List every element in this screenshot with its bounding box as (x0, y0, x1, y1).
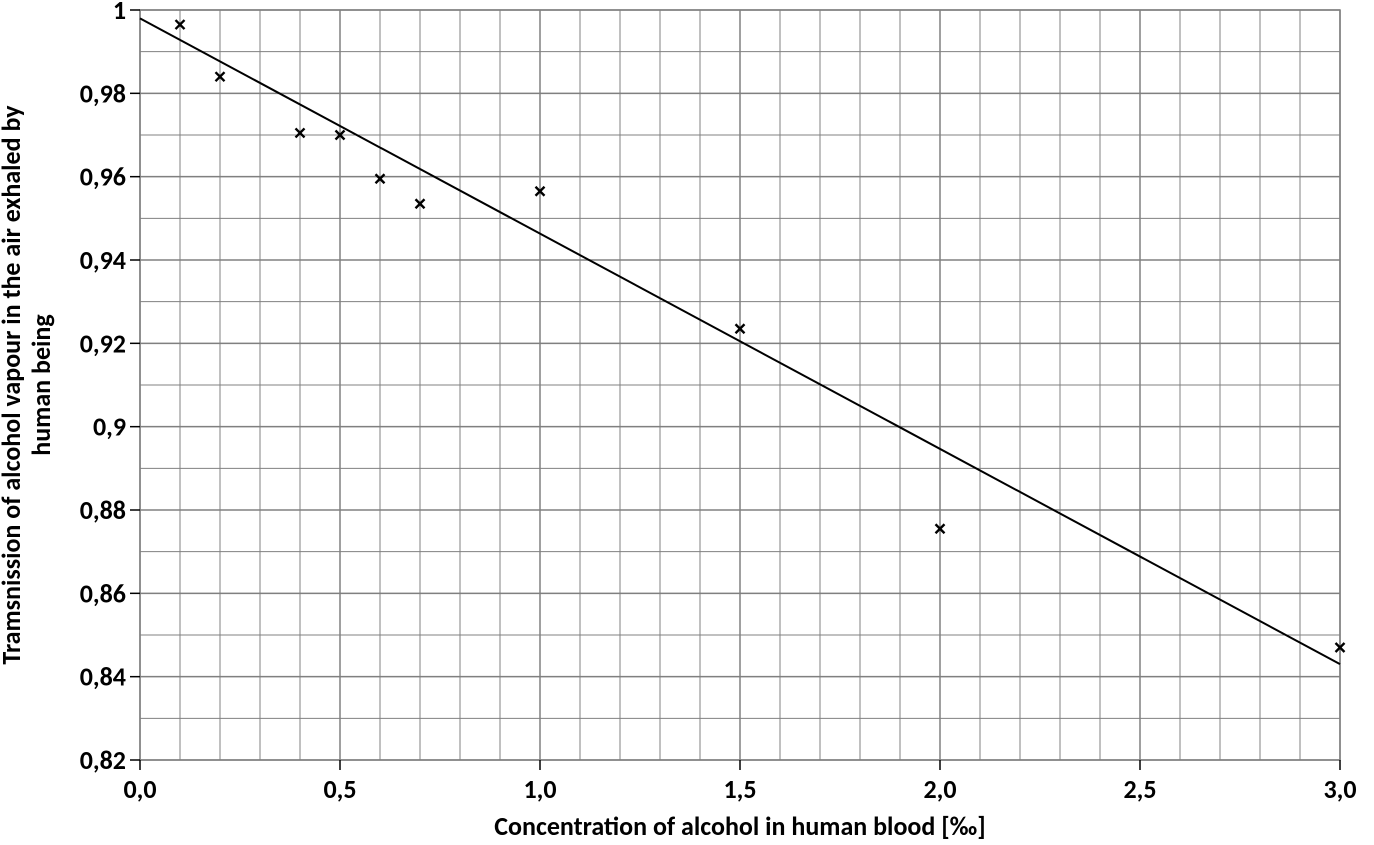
x-tick-label: 2,0 (923, 773, 956, 805)
x-tick-label: 0,0 (123, 773, 156, 805)
chart-container: 0,0 0,5 1,0 1,5 2,0 2,5 3,0 0,82 0,84 0,86 0,88 0,9… (0, 0, 1374, 845)
x-tick-label: 1,0 (523, 773, 556, 805)
y-tick-label: 0,88 (80, 494, 126, 526)
x-axis-label: Concentration of alcohol in human blood … (494, 810, 985, 842)
y-tick-label: 0,92 (80, 327, 126, 359)
x-tick-label: 1,5 (723, 773, 756, 805)
y-tick-label: 1 (113, 0, 126, 26)
y-tick-label: 0,86 (80, 577, 126, 609)
y-tick-label: 0,9 (93, 411, 126, 443)
x-tick-label: 2,5 (1123, 773, 1156, 805)
y-tick-label: 0,84 (80, 661, 126, 693)
y-tick-label: 0,98 (80, 77, 126, 109)
x-tick-label: 3,0 (1323, 773, 1356, 805)
y-tick-label: 0,96 (80, 161, 126, 193)
x-tick-label: 0,5 (323, 773, 356, 805)
y-tick-label: 0,82 (80, 744, 126, 776)
scatter-chart: 0,0 0,5 1,0 1,5 2,0 2,5 3,0 0,82 0,84 0,86 0,88 0,9… (0, 0, 1374, 845)
y-tick-label: 0,94 (80, 244, 126, 276)
